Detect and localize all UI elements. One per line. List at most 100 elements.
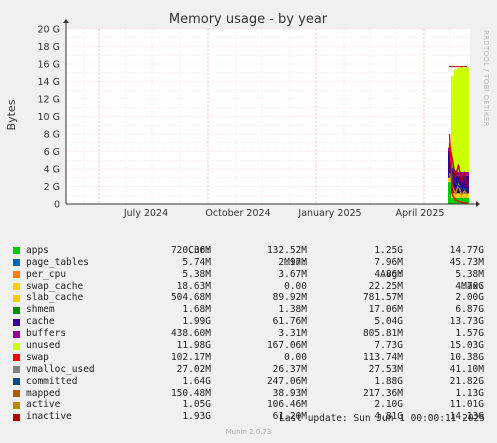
- legend-min: 132.52M: [266, 244, 307, 256]
- legend-row-committed: committed 1.64G 247.06M 1.88G 21.82G: [12, 376, 484, 388]
- legend-max: 5.38M: [455, 268, 484, 280]
- legend-name: buffers: [26, 328, 67, 340]
- area-buffers: [466, 171, 469, 176]
- y-tick-label: 6 G: [44, 147, 60, 158]
- legend-max: 1.13G: [455, 387, 484, 399]
- legend-swatch: [13, 413, 20, 421]
- munin-version: Munin 2.0.73: [225, 428, 272, 436]
- legend-swatch: [13, 330, 20, 338]
- legend-cur: 504.68M: [170, 292, 211, 304]
- line-inactive: [448, 144, 469, 188]
- last-update: Last update: Sun Jun 1 00:00:11 2025: [279, 413, 485, 424]
- legend-cur: 1.99G: [182, 316, 211, 328]
- legend-row-active: active 1.05G 106.46M 2.10G 11.01G: [12, 399, 484, 411]
- legend-swatch: [13, 342, 20, 350]
- legend-max: 21.82G: [449, 375, 484, 387]
- legend-min: 2.97M: [278, 256, 307, 268]
- y-axis-label: Bytes: [5, 99, 18, 130]
- legend-avg: 781.57M: [362, 292, 403, 304]
- line-swap: [448, 133, 468, 204]
- legend-cur: 5.74M: [182, 256, 211, 268]
- legend-name: apps: [26, 244, 49, 256]
- legend-avg: 2.10G: [374, 399, 403, 411]
- header-cur: Cur:: [188, 244, 211, 256]
- legend-name: mapped: [26, 387, 61, 399]
- legend-avg: 7.73G: [374, 340, 403, 352]
- legend-min: 106.46M: [266, 399, 307, 411]
- area-cache: [454, 174, 457, 194]
- rrdtool-label: RRDTOOL / TOBI OETIKER: [482, 30, 490, 127]
- area-apps: [460, 197, 463, 204]
- legend-swatch: [13, 390, 20, 398]
- legend-name: slab_cache: [26, 292, 84, 304]
- area-apps: [454, 197, 457, 204]
- area-cache: [463, 175, 466, 194]
- x-axis-arrow: [476, 201, 480, 207]
- legend-max: 4.70G: [455, 280, 484, 292]
- area-buffers: [457, 171, 460, 176]
- legend-row-vmalloc_used: vmalloc_used 27.02M 26.37M 27.53M 41.10M: [12, 364, 484, 376]
- legend-min: 1.38M: [278, 304, 307, 316]
- legend-max: 14.77G: [449, 244, 484, 256]
- legend-name: cache: [26, 316, 55, 328]
- legend-row-slab_cache: slab_cache 504.68M 89.92M 781.57M 2.00G: [12, 292, 484, 304]
- legend-avg: 4.86M: [374, 268, 403, 280]
- x-tick-label: July 2024: [123, 208, 168, 219]
- legend-name: active: [26, 399, 61, 411]
- legend-avg: 1.88G: [374, 375, 403, 387]
- area-buffers: [460, 171, 463, 176]
- legend-swatch: [13, 401, 20, 409]
- legend-max: 15.03G: [449, 340, 484, 352]
- area-slab_cache: [463, 193, 466, 198]
- legend-max: 11.01G: [449, 399, 484, 411]
- legend-name: vmalloc_used: [26, 363, 95, 375]
- legend-cur: 150.48M: [170, 387, 211, 399]
- area-unused: [460, 67, 463, 172]
- legend-row-swap: swap 102.17M 0.00 113.74M 10.38G: [12, 352, 484, 364]
- legend-min: 0.00: [284, 351, 307, 363]
- y-tick-label: 10 G: [38, 112, 60, 123]
- legend-swatch: [13, 378, 20, 386]
- legend-row-swap_cache: swap_cache 18.63M 0.00 22.25M 4.70G: [12, 281, 484, 293]
- axes: 0 2 G 4 G 6 G 8 G 10 G 12 G 14 G 16 G 18 G 20 G Jul…: [38, 19, 480, 219]
- legend-avg: 17.06M: [368, 304, 403, 316]
- legend-max: 13.73G: [449, 316, 484, 328]
- area-slab_cache: [466, 193, 469, 198]
- legend-max: 14.13G: [449, 411, 484, 423]
- area-buffers: [454, 170, 457, 175]
- legend-cur: 5.38M: [182, 268, 211, 280]
- legend-avg: 5.04G: [374, 316, 403, 328]
- legend-cur: 1.93G: [182, 411, 211, 423]
- legend-min: 247.06M: [266, 375, 307, 387]
- legend-min: 3.31M: [278, 328, 307, 340]
- legend-cur: 1.68M: [182, 304, 211, 316]
- x-tick-label: October 2024: [205, 208, 270, 219]
- legend-min: 26.37M: [272, 363, 307, 375]
- legend-swatch: [13, 294, 20, 302]
- legend-swatch: [13, 306, 20, 314]
- x-tick-label: January 2025: [297, 208, 361, 219]
- legend-swatch: [13, 247, 20, 255]
- legend-min: 61.76M: [272, 316, 307, 328]
- legend-row-apps: apps 720.36M 132.52M 1.25G 14.77G: [12, 245, 484, 257]
- y-tick-label: 2 G: [44, 182, 60, 193]
- legend-name: swap: [26, 351, 49, 363]
- legend-avg: 22.25M: [368, 280, 403, 292]
- area-slab_cache: [457, 193, 460, 198]
- legend-min: 61.20M: [272, 411, 307, 423]
- legend-avg: 4.81G: [374, 411, 403, 423]
- y-tick-label: 14 G: [38, 77, 60, 88]
- legend-cur: 18.63M: [176, 280, 211, 292]
- legend-min: 38.93M: [272, 387, 307, 399]
- area-buffers: [451, 167, 454, 172]
- area-unused: [454, 69, 457, 171]
- legend-avg: 7.96M: [374, 256, 403, 268]
- legend-max: 6.87G: [455, 304, 484, 316]
- area-apps: [466, 197, 469, 204]
- header-avg: Avg:: [380, 268, 403, 280]
- legend-name: shmem: [26, 304, 55, 316]
- legend-cur: 11.98G: [176, 340, 211, 352]
- grid: [66, 28, 470, 204]
- legend-row-mapped: mapped 150.48M 38.93M 217.36M 1.13G: [12, 388, 484, 400]
- legend-avg: 805.81M: [362, 328, 403, 340]
